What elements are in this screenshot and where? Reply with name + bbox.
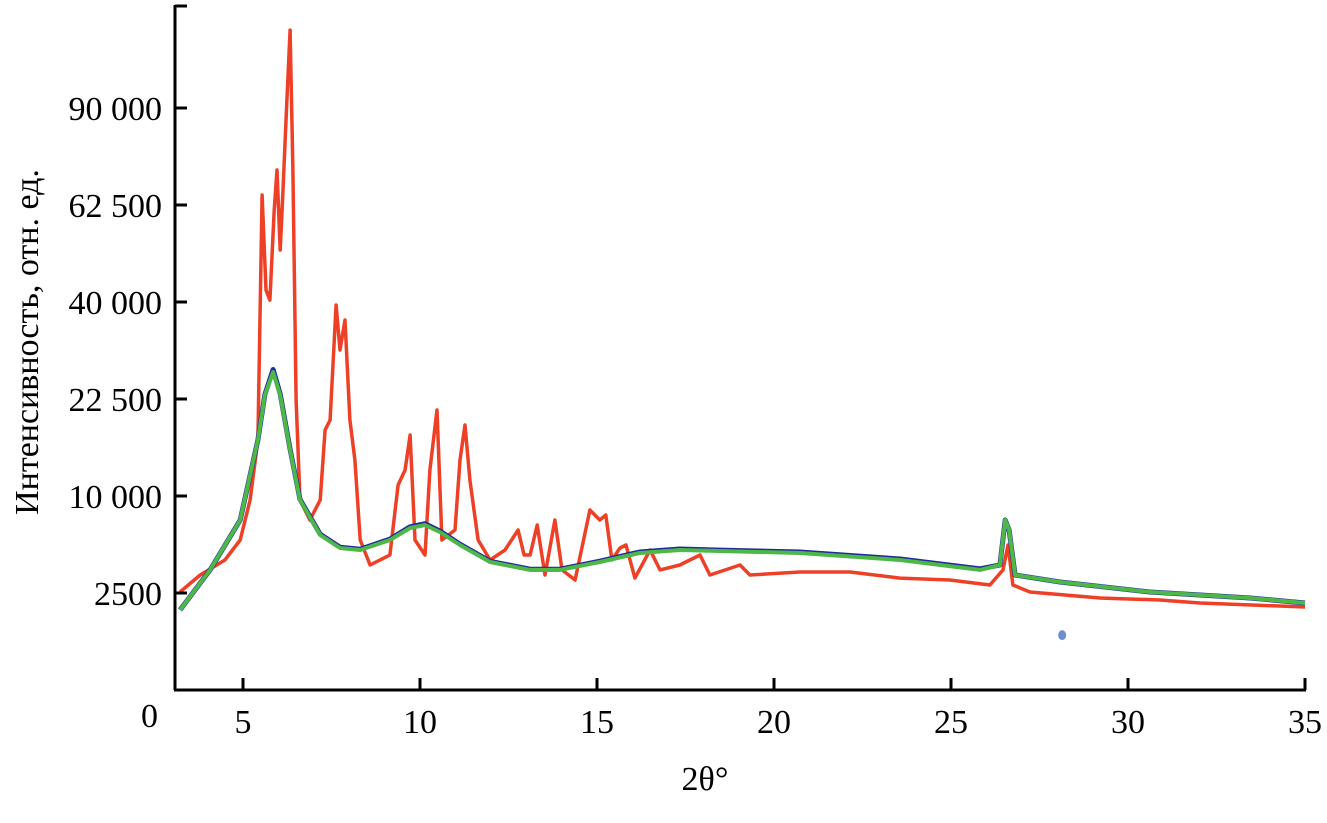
y-tick-label: 10 000 (69, 479, 163, 516)
x-tick-label: 20 (757, 704, 791, 741)
y-tick-label: 22 500 (69, 382, 163, 419)
y-tick-label: 62 500 (69, 188, 163, 225)
x-tick-label: 15 (580, 704, 614, 741)
annotation-point (1058, 630, 1067, 641)
x-tick-label: 30 (1111, 704, 1145, 741)
series-layer (178, 28, 1306, 641)
series-line-green (178, 370, 1306, 612)
y-tick-label: 40 000 (69, 285, 163, 322)
series-line-red (178, 28, 1306, 609)
x-tick-label: 35 (1288, 704, 1322, 741)
x-tick-label: 25 (934, 704, 968, 741)
x-axis-title: 2θ° (682, 761, 729, 798)
y-axis-title: Интенсивность, отн. ед. (9, 169, 46, 515)
x-tick-label: 10 (403, 704, 437, 741)
x-tick-label: 5 (235, 704, 252, 741)
y-tick-label: 0 (141, 698, 158, 735)
y-tick-label: 2500 (94, 576, 162, 613)
ticks-layer: 0 2500 10 000 22 500 40 000 62 500 90 000 5 10 15… (69, 91, 1323, 741)
y-tick-label: 90 000 (69, 91, 163, 128)
